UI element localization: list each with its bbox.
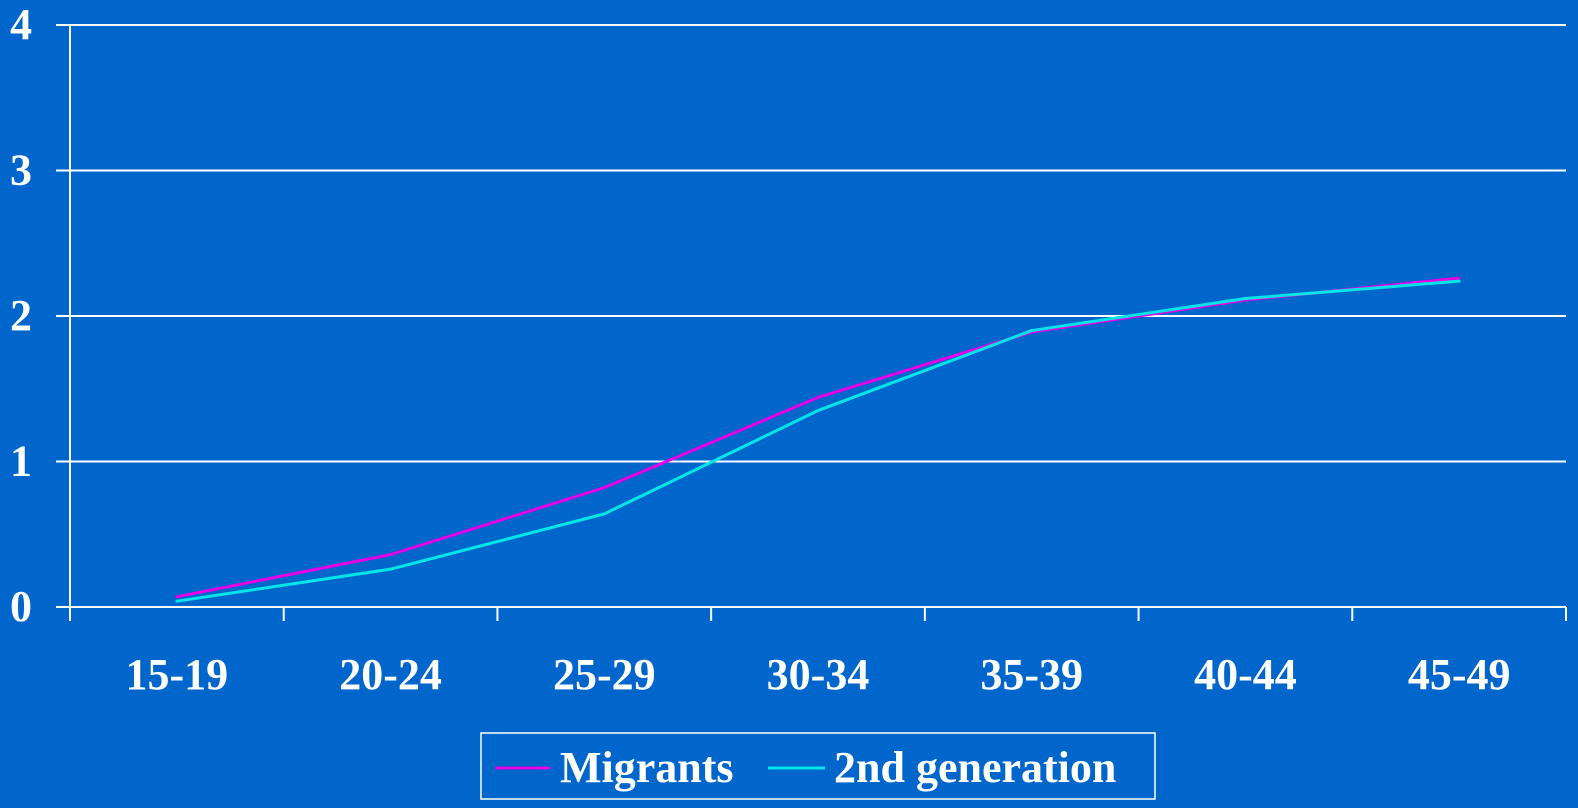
y-tick-label: 0 xyxy=(10,582,32,631)
legend-label-migrants: Migrants xyxy=(560,743,734,792)
data-point-migrants xyxy=(602,486,606,490)
y-tick-label: 4 xyxy=(10,0,32,49)
data-point-2nd-generation xyxy=(1457,279,1461,283)
legend: Migrants 2nd generation xyxy=(480,732,1156,800)
series-line-2nd-generation xyxy=(176,279,1460,603)
legend-label-2nd-generation: 2nd generation xyxy=(834,743,1116,792)
data-point-2nd-generation xyxy=(175,599,179,603)
data-point-migrants xyxy=(816,395,820,399)
y-tick-label: 3 xyxy=(10,146,32,195)
series-line-migrants xyxy=(176,276,1460,599)
data-point-2nd-generation xyxy=(389,567,393,571)
x-tick-label: 15-19 xyxy=(126,650,229,699)
series-lines xyxy=(175,276,1461,603)
x-tick-label: 25-29 xyxy=(553,650,656,699)
axes xyxy=(56,24,1567,621)
x-tick-label: 40-44 xyxy=(1194,650,1297,699)
data-point-migrants xyxy=(389,553,393,557)
data-point-2nd-generation xyxy=(602,512,606,516)
y-tick-labels: 0 1 2 3 4 xyxy=(10,0,32,631)
y-tick-label: 1 xyxy=(10,437,32,486)
x-tick-label: 45-49 xyxy=(1408,650,1511,699)
data-point-migrants xyxy=(1457,276,1461,280)
y-tick-label: 2 xyxy=(10,291,32,340)
x-tick-labels: 15-19 20-24 25-29 30-34 35-39 40-44 45-49 xyxy=(126,650,1511,699)
x-tick-label: 20-24 xyxy=(339,650,442,699)
x-tick-label: 30-34 xyxy=(767,650,870,699)
grid-lines xyxy=(70,24,1566,463)
data-point-2nd-generation xyxy=(816,409,820,413)
data-point-migrants xyxy=(175,595,179,599)
x-tick-label: 35-39 xyxy=(980,650,1083,699)
data-point-2nd-generation xyxy=(1243,297,1247,301)
data-point-2nd-generation xyxy=(1030,329,1034,333)
legend-box xyxy=(480,732,1156,800)
